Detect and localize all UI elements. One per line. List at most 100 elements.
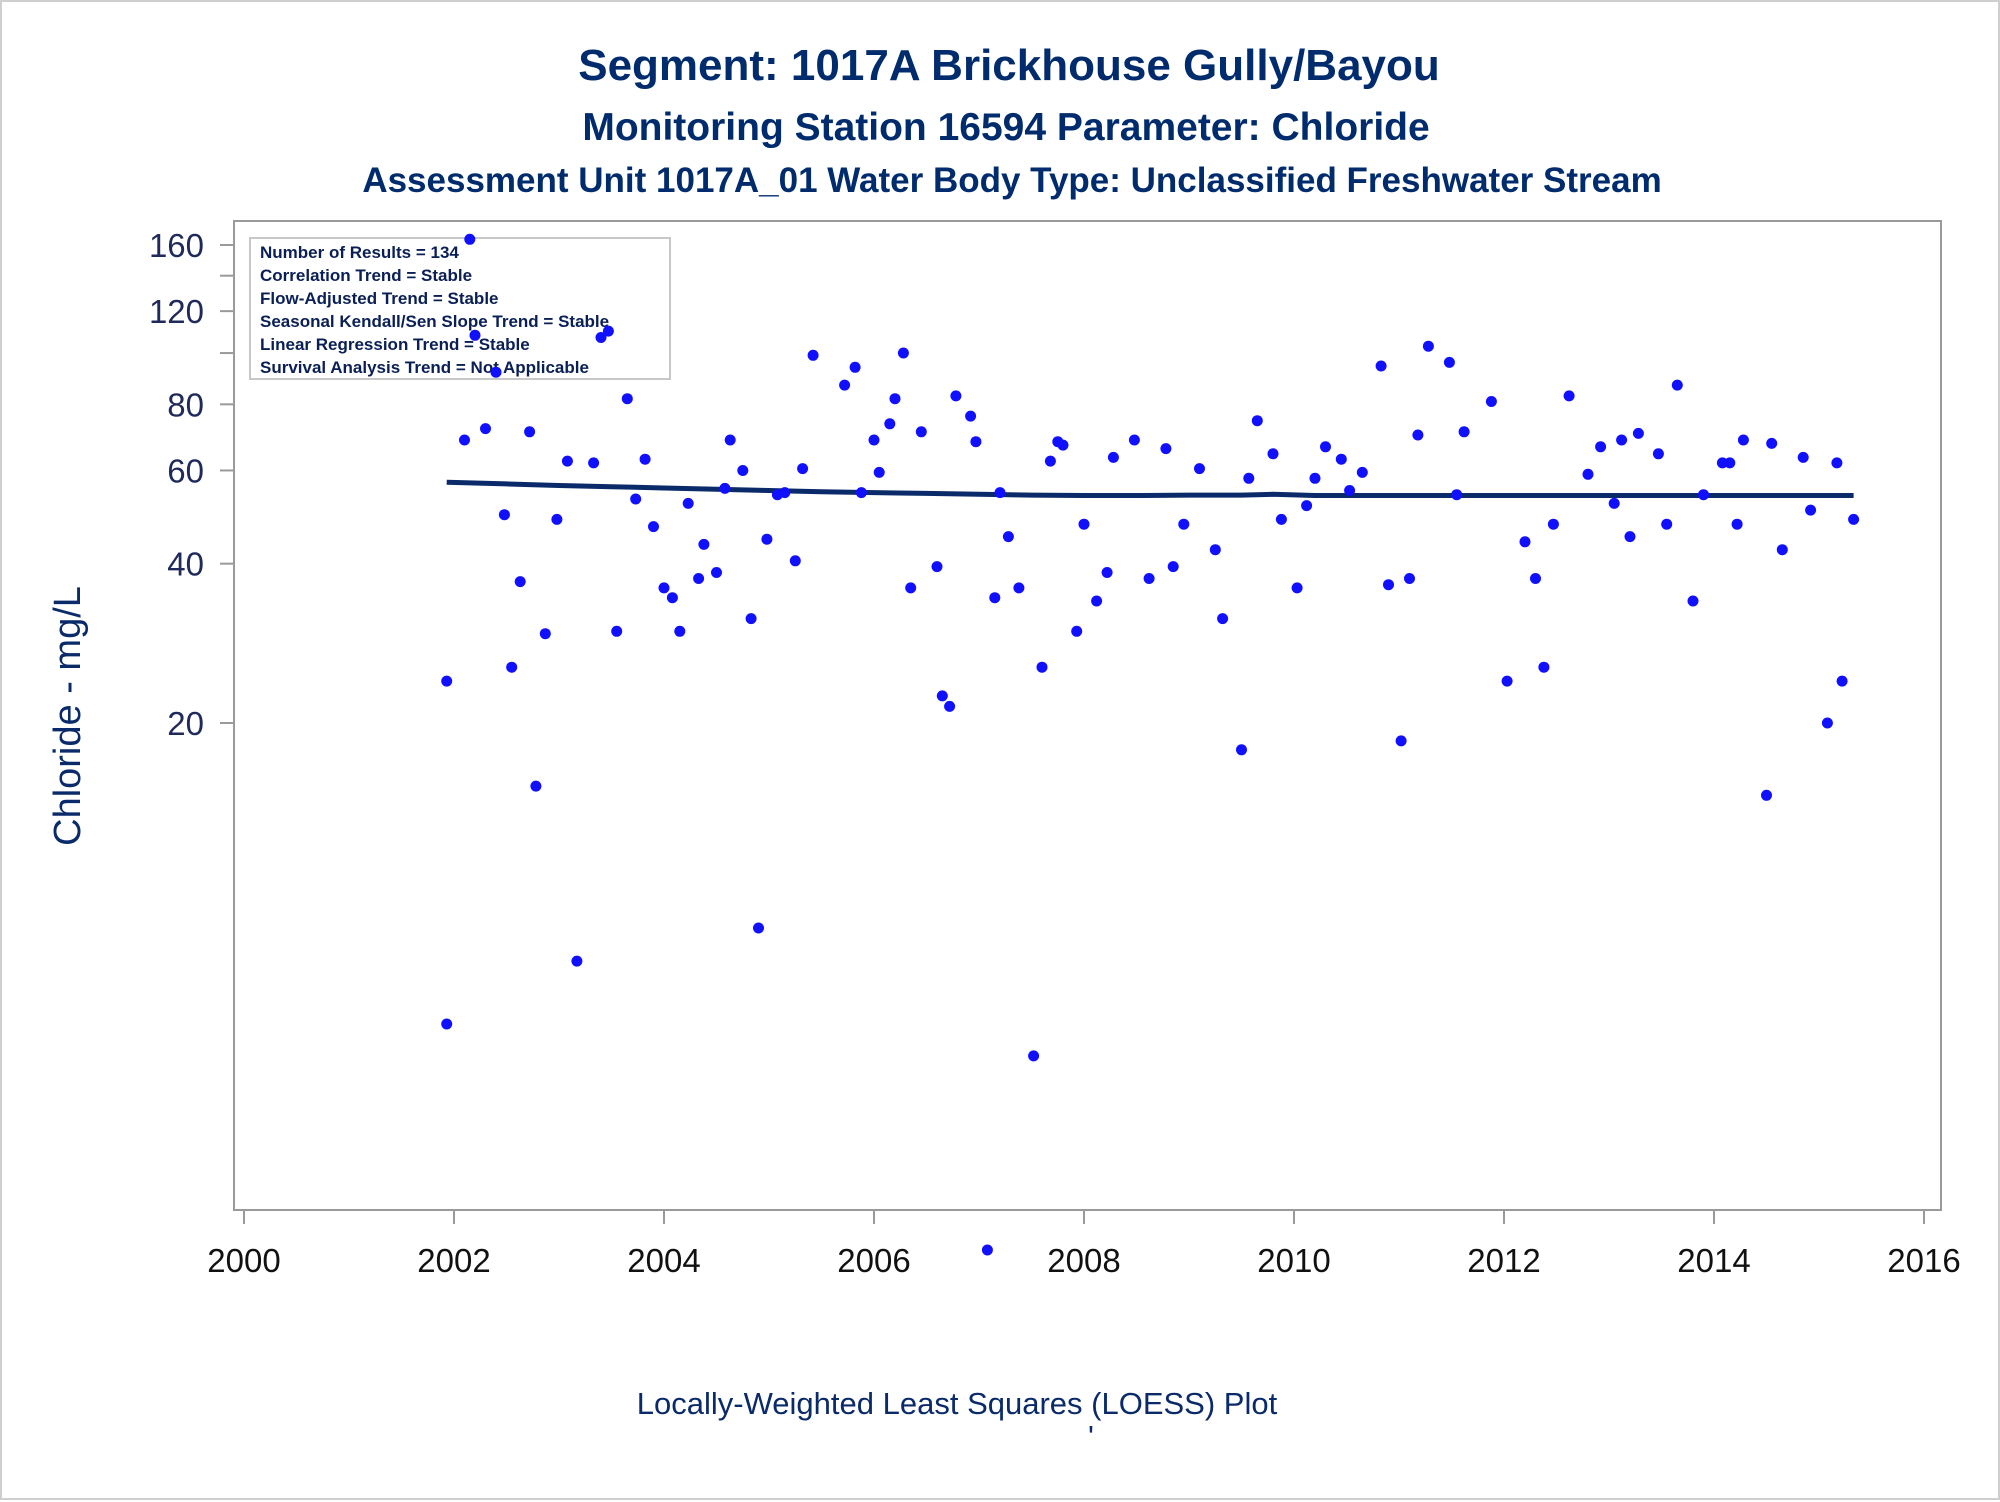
data-point — [1412, 429, 1424, 441]
x-tick-label: 2002 — [417, 1242, 490, 1279]
stats-line: Survival Analysis Trend = Not Applicable — [260, 358, 589, 377]
y-tick-label: 20 — [167, 705, 204, 742]
data-point — [464, 233, 476, 245]
stats-box — [249, 237, 671, 380]
data-point — [1194, 463, 1205, 475]
data-point — [936, 690, 948, 702]
stats-line: Seasonal Kendall/Sen Slope Trend = Stabl… — [260, 312, 609, 331]
data-point — [839, 379, 851, 391]
data-point — [849, 361, 861, 373]
y-tick-label: 80 — [167, 386, 204, 423]
data-point — [1451, 489, 1463, 501]
data-point — [970, 436, 982, 448]
data-point — [915, 426, 927, 438]
data-point — [1301, 500, 1313, 512]
x-tick-label: 2008 — [1047, 1242, 1120, 1279]
stats-line: Flow-Adjusted Trend = Stable — [260, 289, 499, 308]
data-point — [994, 487, 1006, 499]
data-point — [551, 513, 563, 525]
data-point — [905, 582, 917, 594]
data-point — [1128, 434, 1140, 446]
data-point — [1091, 595, 1103, 607]
data-point — [1519, 536, 1531, 548]
data-point — [1375, 360, 1387, 372]
y-tick-label: 160 — [149, 227, 204, 264]
data-point — [1078, 518, 1090, 530]
data-point — [539, 628, 551, 640]
plot-area — [233, 220, 1942, 1211]
loess-line-path — [446, 479, 1854, 498]
data-point — [1309, 472, 1321, 484]
data-point — [1178, 518, 1190, 530]
data-point — [1671, 379, 1683, 391]
data-point — [602, 325, 614, 337]
data-point — [931, 561, 943, 573]
stats-line: Correlation Trend = Stable — [260, 266, 472, 285]
data-point — [1501, 675, 1513, 687]
data-point — [674, 625, 686, 637]
data-point — [807, 349, 819, 361]
data-point — [1217, 613, 1229, 625]
data-point — [693, 573, 705, 584]
data-point — [779, 487, 791, 499]
data-point — [1766, 437, 1778, 449]
data-point — [1013, 582, 1025, 594]
data-point — [1243, 472, 1255, 484]
chart-subtitle-2: Assessment Unit 1017A_01 Water Body Type… — [362, 161, 1661, 200]
data-point — [1002, 531, 1014, 543]
data-point — [981, 1244, 993, 1256]
data-point — [1632, 427, 1644, 439]
data-point — [1275, 513, 1287, 525]
data-point — [897, 347, 909, 359]
data-point — [1805, 504, 1817, 516]
data-point — [1761, 789, 1772, 801]
data-point — [1848, 513, 1860, 525]
chart-title: Segment: 1017A Brickhouse Gully/Bayou — [578, 41, 1440, 90]
data-point — [630, 493, 642, 505]
footnote: Locally-Weighted Least Squares (LOESS) P… — [637, 1386, 1278, 1421]
data-point — [1443, 356, 1455, 368]
footnote-mark: ' — [1088, 1419, 1094, 1454]
data-point — [595, 332, 607, 343]
data-point — [1143, 573, 1155, 584]
data-point — [1291, 582, 1303, 594]
data-point — [1209, 544, 1221, 556]
data-point — [441, 1018, 453, 1030]
data-point — [588, 457, 600, 469]
data-point — [868, 434, 880, 446]
data-point — [1028, 1050, 1040, 1062]
data-point — [459, 434, 470, 446]
data-point — [1776, 544, 1788, 556]
data-point — [648, 521, 659, 533]
data-point — [1624, 531, 1636, 543]
data-point — [530, 780, 542, 792]
data-point — [965, 410, 977, 422]
data-point — [1458, 426, 1470, 438]
stats-line: Number of Results = 134 — [260, 243, 459, 262]
data-point — [682, 497, 694, 509]
data-point — [745, 613, 757, 625]
data-point — [658, 582, 670, 594]
data-point — [1160, 443, 1172, 455]
data-point — [1608, 497, 1620, 509]
data-point — [1422, 340, 1434, 352]
data-point — [1595, 441, 1607, 453]
data-point — [571, 955, 583, 967]
data-point — [1071, 625, 1083, 637]
data-point — [719, 482, 731, 494]
data-point — [1563, 390, 1575, 402]
loess-line — [446, 479, 1854, 498]
axes: 2000 2002 2004 2006 2008 2010 2012 2014 2016 20 40… — [149, 227, 1961, 1279]
stats-list: Number of Results = 134 Correlation Trend… — [260, 243, 609, 377]
data-point — [1698, 489, 1709, 501]
data-point — [1251, 415, 1263, 427]
data-point — [1661, 518, 1673, 530]
data-point — [1652, 448, 1664, 460]
data-point — [621, 393, 633, 405]
data-point — [753, 922, 764, 934]
data-point — [889, 393, 901, 405]
data-point — [1107, 451, 1119, 463]
data-point — [797, 463, 809, 475]
